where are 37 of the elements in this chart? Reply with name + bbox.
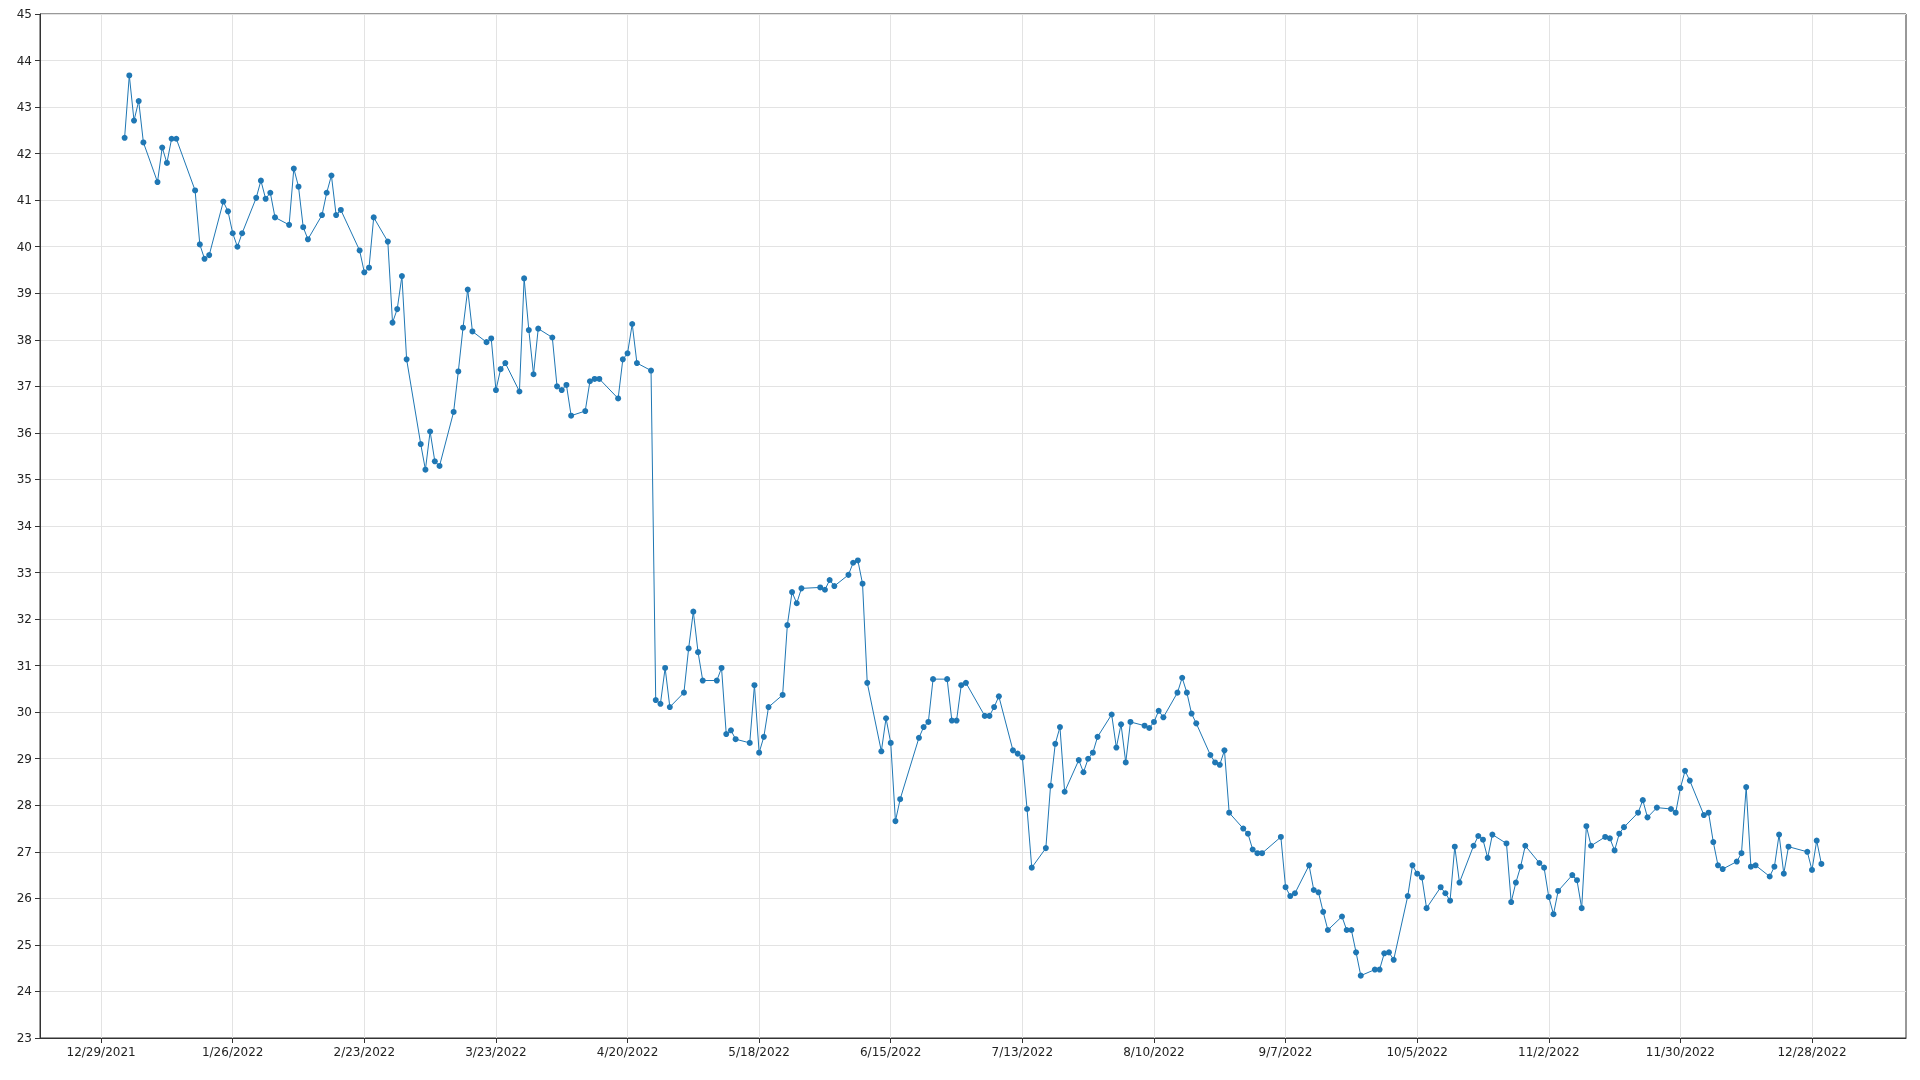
y-tick-label: 34	[16, 519, 32, 533]
x-tick-label: 6/15/2022	[859, 1045, 922, 1059]
y-tick-label: 39	[16, 286, 32, 301]
x-tick-label: 11/2/2022	[1518, 1045, 1580, 1059]
x-tick-label: 12/28/2022	[1777, 1045, 1847, 1059]
y-tick-label: 44	[16, 53, 32, 68]
y-tick-label: 42	[16, 146, 32, 161]
y-tick-label: 25	[16, 937, 32, 952]
x-tick-label: 8/10/2022	[1123, 1045, 1185, 1059]
y-tick-label: 41	[16, 193, 32, 208]
y-tick-label: 28	[16, 798, 32, 813]
y-tick-label: 35	[16, 472, 32, 487]
x-tick-label: 2/23/2022	[333, 1045, 396, 1059]
x-tick-label: 4/20/2022	[596, 1045, 659, 1059]
y-tick-label: 29	[16, 751, 32, 766]
y-tick-label: 32	[16, 612, 32, 627]
y-tick-label: 26	[16, 891, 32, 906]
y-tick-label: 24	[16, 984, 32, 999]
y-tick-label: 30	[16, 705, 32, 720]
y-tick-label: 37	[16, 379, 32, 394]
x-tick-label: 12/29/2021	[66, 1045, 136, 1059]
y-tick-label: 36	[16, 425, 32, 440]
x-tick-label: 7/13/2022	[991, 1045, 1054, 1059]
x-tick-label: 10/5/2022	[1386, 1045, 1448, 1059]
y-tick-label: 33	[16, 565, 32, 580]
y-tick-label: 23	[16, 1031, 32, 1045]
y-tick-label: 27	[16, 844, 32, 859]
y-tick-label: 43	[16, 100, 32, 115]
y-tick-label: 40	[16, 239, 32, 254]
x-tick-label: 3/23/2022	[465, 1045, 527, 1059]
x-tick-label: 9/7/2022	[1258, 1045, 1313, 1059]
y-tick-label: 45	[16, 7, 32, 21]
x-tick-label: 5/18/2022	[728, 1045, 790, 1059]
y-tick-label: 38	[16, 332, 32, 347]
x-tick-label: 1/26/2022	[201, 1045, 264, 1059]
x-tick-label: 11/30/2022	[1645, 1045, 1715, 1059]
y-tick-label: 31	[16, 658, 32, 673]
